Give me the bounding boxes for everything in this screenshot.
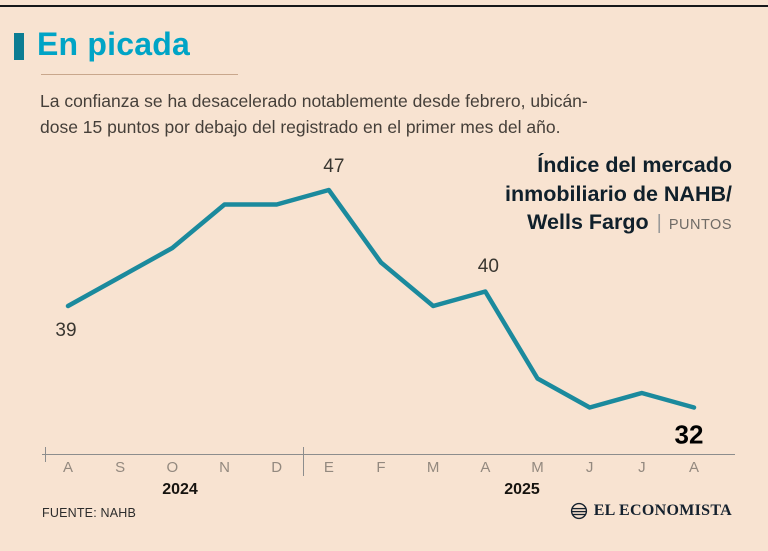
page-title: En picada <box>37 26 190 62</box>
subtitle: La confianza se ha desacelerado notablem… <box>40 88 730 140</box>
header: En picada <box>14 26 190 63</box>
month-label: N <box>219 459 230 476</box>
x-axis-line <box>42 454 735 455</box>
month-label: F <box>376 459 386 476</box>
data-label: 39 <box>55 320 77 341</box>
legend-line-1: Índice del mercado <box>537 153 732 177</box>
subtitle-line-2: dose 15 puntos por debajo del registrado… <box>40 117 561 137</box>
legend-line-3: Wells Fargo | PUNTOS <box>505 208 732 240</box>
top-rule <box>0 5 768 7</box>
month-label: D <box>271 459 283 476</box>
brand-name: EL ECONOMISTA <box>593 502 732 519</box>
globe-icon <box>570 502 587 520</box>
title-underline <box>41 74 238 75</box>
legend-line-2: inmobiliario de NAHB/ <box>505 181 732 206</box>
data-label: 32 <box>674 419 704 449</box>
subtitle-line-1: La confianza se ha desacelerado notablem… <box>40 91 588 111</box>
data-label: 47 <box>323 156 345 177</box>
year-label-2024: 2024 <box>162 481 198 498</box>
month-label: A <box>480 459 491 476</box>
month-label: S <box>115 459 126 476</box>
source-note: FUENTE: NAHB <box>42 506 137 520</box>
data-label: 40 <box>477 255 499 277</box>
month-label: J <box>585 459 594 476</box>
legend-separator: | <box>656 212 662 234</box>
legend-units: PUNTOS <box>668 217 732 233</box>
title-accent-bar <box>14 33 24 60</box>
year-divider <box>303 447 304 476</box>
month-label: E <box>323 459 334 476</box>
series-legend: Índice del mercado inmobiliario de NAHB/… <box>505 151 732 240</box>
legend-series-name: Wells Fargo <box>527 210 649 234</box>
month-label: M <box>531 459 544 476</box>
month-label: A <box>62 459 74 476</box>
month-label: O <box>166 459 179 476</box>
x-axis-left-tick <box>45 447 46 462</box>
brand-logo: EL ECONOMISTA <box>570 502 732 520</box>
year-label-2025: 2025 <box>504 481 540 498</box>
month-label: A <box>688 459 700 476</box>
month-label: M <box>426 459 440 476</box>
month-label: J <box>638 459 646 476</box>
